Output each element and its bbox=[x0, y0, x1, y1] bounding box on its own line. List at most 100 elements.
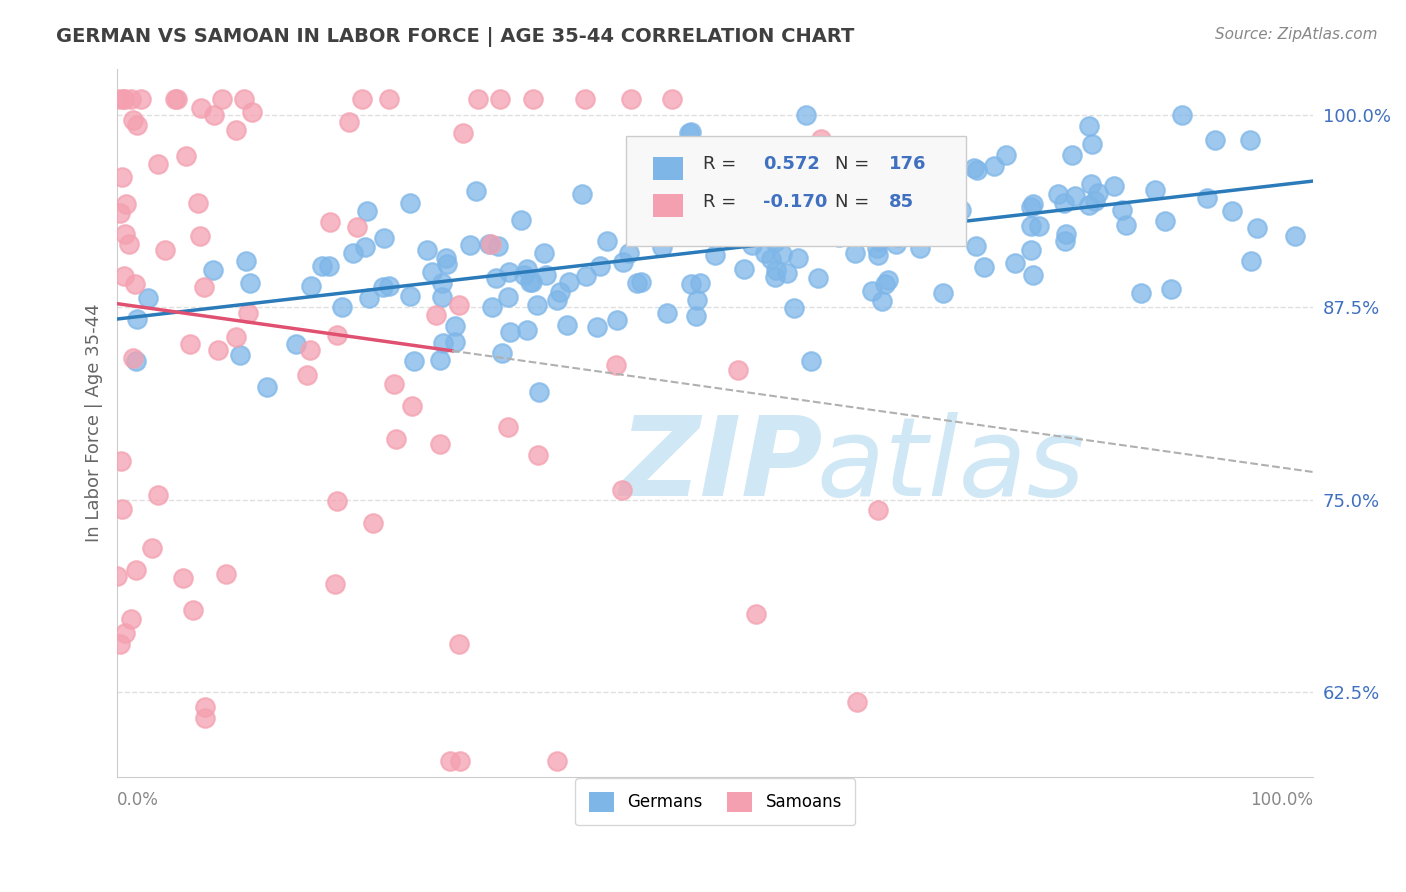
Samoans bbox=[619, 92, 641, 106]
Germans bbox=[478, 236, 501, 251]
Samoans bbox=[744, 607, 766, 622]
Germans bbox=[1046, 187, 1069, 202]
Germans bbox=[1004, 256, 1026, 270]
Samoans bbox=[111, 502, 134, 516]
Germans bbox=[1160, 283, 1182, 297]
Samoans bbox=[107, 569, 129, 583]
Germans bbox=[965, 239, 987, 253]
Samoans bbox=[163, 92, 186, 106]
Samoans bbox=[323, 576, 346, 591]
Text: atlas: atlas bbox=[817, 412, 1085, 518]
Germans bbox=[1028, 219, 1050, 233]
Text: R =: R = bbox=[703, 155, 742, 173]
Samoans bbox=[114, 197, 136, 211]
Samoans bbox=[350, 92, 373, 106]
Samoans bbox=[188, 228, 211, 243]
Germans bbox=[557, 275, 579, 289]
Samoans bbox=[112, 92, 135, 106]
Samoans bbox=[211, 92, 233, 106]
Germans bbox=[359, 291, 381, 305]
Germans bbox=[865, 242, 887, 256]
Text: 0.572: 0.572 bbox=[763, 155, 820, 173]
Germans bbox=[1239, 133, 1261, 147]
Germans bbox=[679, 191, 702, 205]
Samoans bbox=[122, 113, 145, 128]
Germans bbox=[1081, 136, 1104, 151]
Germans bbox=[318, 259, 340, 273]
Samoans bbox=[439, 755, 461, 769]
Samoans bbox=[120, 92, 142, 106]
Germans bbox=[763, 269, 786, 284]
Germans bbox=[828, 229, 851, 244]
Samoans bbox=[181, 603, 204, 617]
Samoans bbox=[238, 306, 260, 320]
Samoans bbox=[385, 432, 408, 446]
Germans bbox=[787, 251, 810, 265]
Samoans bbox=[326, 328, 349, 343]
Samoans bbox=[114, 626, 136, 640]
Germans bbox=[787, 198, 810, 212]
Samoans bbox=[299, 343, 322, 358]
Germans bbox=[239, 277, 262, 291]
Germans bbox=[853, 225, 876, 239]
Germans bbox=[1204, 133, 1226, 147]
Samoans bbox=[489, 92, 512, 106]
Germans bbox=[491, 346, 513, 360]
Germans bbox=[496, 290, 519, 304]
Germans bbox=[432, 336, 454, 351]
Germans bbox=[1104, 178, 1126, 193]
Germans bbox=[697, 160, 720, 174]
Germans bbox=[235, 253, 257, 268]
Samoans bbox=[179, 337, 201, 351]
Germans bbox=[818, 215, 841, 229]
Germans bbox=[1171, 108, 1194, 122]
Germans bbox=[606, 313, 628, 327]
Germans bbox=[1084, 194, 1107, 209]
Text: Source: ZipAtlas.com: Source: ZipAtlas.com bbox=[1215, 27, 1378, 42]
Germans bbox=[330, 300, 353, 314]
Germans bbox=[436, 257, 458, 271]
Germans bbox=[703, 213, 725, 227]
Germans bbox=[444, 334, 467, 349]
Samoans bbox=[295, 368, 318, 383]
Samoans bbox=[190, 102, 212, 116]
Germans bbox=[910, 241, 932, 255]
Samoans bbox=[479, 237, 502, 252]
Germans bbox=[858, 218, 880, 232]
Germans bbox=[1054, 234, 1077, 248]
Samoans bbox=[207, 343, 229, 357]
Germans bbox=[1062, 147, 1084, 161]
Germans bbox=[378, 278, 401, 293]
Germans bbox=[299, 279, 322, 293]
Germans bbox=[806, 219, 828, 233]
Samoans bbox=[114, 227, 136, 241]
Germans bbox=[844, 245, 866, 260]
Germans bbox=[779, 224, 801, 238]
Germans bbox=[866, 248, 889, 262]
Germans bbox=[868, 234, 890, 248]
Germans bbox=[887, 230, 910, 244]
FancyBboxPatch shape bbox=[652, 157, 683, 179]
Germans bbox=[950, 202, 973, 217]
Germans bbox=[498, 265, 520, 279]
Samoans bbox=[546, 755, 568, 769]
Samoans bbox=[124, 277, 146, 292]
Text: 0.0%: 0.0% bbox=[117, 791, 159, 809]
Germans bbox=[963, 161, 986, 176]
Germans bbox=[1054, 227, 1077, 242]
Germans bbox=[229, 348, 252, 362]
Germans bbox=[464, 184, 486, 198]
Germans bbox=[520, 276, 543, 290]
Samoans bbox=[240, 105, 263, 120]
Germans bbox=[586, 320, 609, 334]
Germans bbox=[1080, 177, 1102, 191]
Germans bbox=[665, 212, 688, 227]
Germans bbox=[1022, 268, 1045, 282]
Germans bbox=[776, 266, 799, 280]
Samoans bbox=[661, 92, 683, 106]
Germans bbox=[932, 285, 955, 300]
Germans bbox=[657, 306, 679, 320]
Germans bbox=[499, 325, 522, 339]
Germans bbox=[550, 285, 572, 299]
Samoans bbox=[114, 92, 136, 106]
